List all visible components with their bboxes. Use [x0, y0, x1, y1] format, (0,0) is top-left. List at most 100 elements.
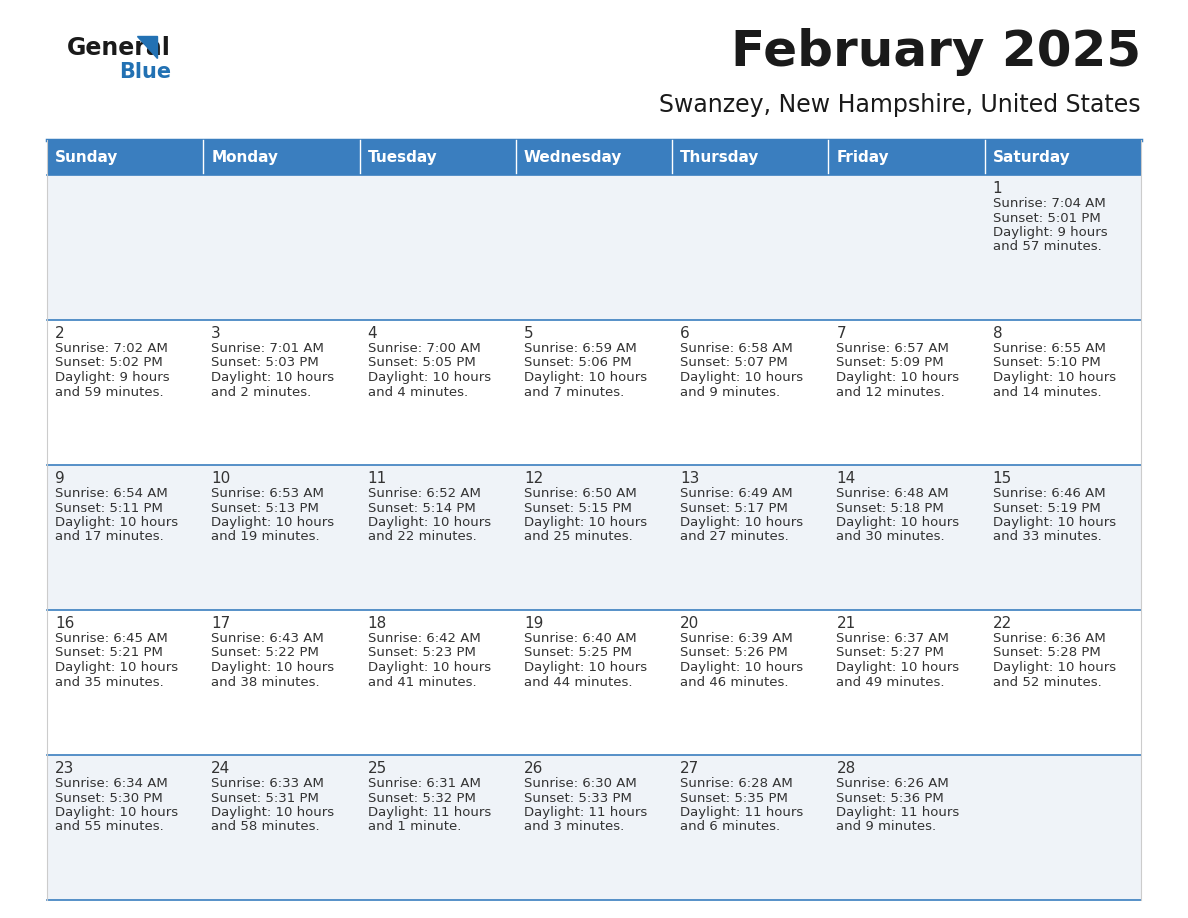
Bar: [828, 140, 985, 175]
Text: and 33 minutes.: and 33 minutes.: [993, 531, 1101, 543]
Text: Daylight: 10 hours: Daylight: 10 hours: [55, 516, 178, 529]
Text: Sunset: 5:15 PM: Sunset: 5:15 PM: [524, 501, 632, 514]
Text: Daylight: 10 hours: Daylight: 10 hours: [367, 371, 491, 384]
Text: Daylight: 10 hours: Daylight: 10 hours: [993, 661, 1116, 674]
Text: and 30 minutes.: and 30 minutes.: [836, 531, 944, 543]
Text: and 38 minutes.: and 38 minutes.: [211, 676, 320, 688]
Text: Sunset: 5:17 PM: Sunset: 5:17 PM: [681, 501, 788, 514]
Text: and 27 minutes.: and 27 minutes.: [681, 531, 789, 543]
Text: and 14 minutes.: and 14 minutes.: [993, 386, 1101, 398]
Text: Sunrise: 6:43 AM: Sunrise: 6:43 AM: [211, 632, 324, 645]
Text: and 55 minutes.: and 55 minutes.: [55, 821, 164, 834]
Text: Daylight: 9 hours: Daylight: 9 hours: [993, 226, 1107, 239]
Text: Sunset: 5:25 PM: Sunset: 5:25 PM: [524, 646, 632, 659]
Text: 15: 15: [993, 471, 1012, 486]
Text: and 35 minutes.: and 35 minutes.: [55, 676, 164, 688]
Text: Daylight: 10 hours: Daylight: 10 hours: [836, 661, 960, 674]
Text: Sunrise: 6:40 AM: Sunrise: 6:40 AM: [524, 632, 637, 645]
Text: Sunset: 5:21 PM: Sunset: 5:21 PM: [55, 646, 163, 659]
Text: Sunset: 5:05 PM: Sunset: 5:05 PM: [367, 356, 475, 370]
Text: Daylight: 10 hours: Daylight: 10 hours: [836, 516, 960, 529]
Text: Daylight: 11 hours: Daylight: 11 hours: [681, 806, 803, 819]
Text: Saturday: Saturday: [993, 150, 1070, 165]
Text: Sunset: 5:02 PM: Sunset: 5:02 PM: [55, 356, 163, 370]
Text: and 9 minutes.: and 9 minutes.: [836, 821, 936, 834]
Text: Daylight: 10 hours: Daylight: 10 hours: [993, 516, 1116, 529]
Text: Daylight: 11 hours: Daylight: 11 hours: [836, 806, 960, 819]
Text: Sunrise: 6:39 AM: Sunrise: 6:39 AM: [681, 632, 792, 645]
Text: Sunset: 5:26 PM: Sunset: 5:26 PM: [681, 646, 788, 659]
Text: Friday: Friday: [836, 150, 889, 165]
Text: Sunrise: 6:53 AM: Sunrise: 6:53 AM: [211, 487, 324, 500]
Text: Sunrise: 7:02 AM: Sunrise: 7:02 AM: [55, 342, 168, 355]
Text: 17: 17: [211, 616, 230, 631]
Text: Sunrise: 6:46 AM: Sunrise: 6:46 AM: [993, 487, 1105, 500]
Bar: [48, 755, 1140, 900]
Text: Sunrise: 6:57 AM: Sunrise: 6:57 AM: [836, 342, 949, 355]
Text: 11: 11: [367, 471, 387, 486]
Text: and 9 minutes.: and 9 minutes.: [681, 386, 781, 398]
Text: Sunrise: 6:42 AM: Sunrise: 6:42 AM: [367, 632, 480, 645]
Text: Sunset: 5:18 PM: Sunset: 5:18 PM: [836, 501, 944, 514]
Text: 9: 9: [55, 471, 65, 486]
Text: Sunrise: 7:00 AM: Sunrise: 7:00 AM: [367, 342, 480, 355]
Text: Sunset: 5:30 PM: Sunset: 5:30 PM: [55, 791, 163, 804]
Text: and 3 minutes.: and 3 minutes.: [524, 821, 624, 834]
Text: Daylight: 10 hours: Daylight: 10 hours: [367, 516, 491, 529]
Text: and 57 minutes.: and 57 minutes.: [993, 241, 1101, 253]
Text: Daylight: 10 hours: Daylight: 10 hours: [55, 661, 178, 674]
Text: and 2 minutes.: and 2 minutes.: [211, 386, 311, 398]
Text: Sunrise: 6:55 AM: Sunrise: 6:55 AM: [993, 342, 1106, 355]
Text: Daylight: 10 hours: Daylight: 10 hours: [681, 371, 803, 384]
Text: Sunset: 5:31 PM: Sunset: 5:31 PM: [211, 791, 320, 804]
Text: 2: 2: [55, 326, 64, 341]
Text: and 49 minutes.: and 49 minutes.: [836, 676, 944, 688]
Text: 6: 6: [681, 326, 690, 341]
Text: and 46 minutes.: and 46 minutes.: [681, 676, 789, 688]
Text: 1: 1: [993, 181, 1003, 196]
Text: and 7 minutes.: and 7 minutes.: [524, 386, 624, 398]
Text: 8: 8: [993, 326, 1003, 341]
Text: Sunrise: 6:34 AM: Sunrise: 6:34 AM: [55, 777, 168, 790]
Text: 7: 7: [836, 326, 846, 341]
Text: Sunset: 5:09 PM: Sunset: 5:09 PM: [836, 356, 944, 370]
Text: Sunrise: 6:26 AM: Sunrise: 6:26 AM: [836, 777, 949, 790]
Bar: [516, 140, 672, 175]
Bar: [203, 140, 360, 175]
Text: Sunrise: 6:59 AM: Sunrise: 6:59 AM: [524, 342, 637, 355]
Text: Sunrise: 7:01 AM: Sunrise: 7:01 AM: [211, 342, 324, 355]
Text: Sunset: 5:19 PM: Sunset: 5:19 PM: [993, 501, 1100, 514]
Bar: [672, 140, 828, 175]
Text: 10: 10: [211, 471, 230, 486]
Bar: [48, 465, 1140, 610]
Text: Sunrise: 7:04 AM: Sunrise: 7:04 AM: [993, 197, 1106, 210]
Text: Sunday: Sunday: [55, 150, 119, 165]
Text: Sunrise: 6:50 AM: Sunrise: 6:50 AM: [524, 487, 637, 500]
Polygon shape: [137, 36, 157, 58]
Text: Sunrise: 6:30 AM: Sunrise: 6:30 AM: [524, 777, 637, 790]
Text: Tuesday: Tuesday: [367, 150, 437, 165]
Text: and 59 minutes.: and 59 minutes.: [55, 386, 164, 398]
Text: 19: 19: [524, 616, 543, 631]
Bar: [985, 140, 1140, 175]
Text: 27: 27: [681, 761, 700, 776]
Text: Sunrise: 6:54 AM: Sunrise: 6:54 AM: [55, 487, 168, 500]
Text: Monday: Monday: [211, 150, 278, 165]
Text: 25: 25: [367, 761, 387, 776]
Text: Daylight: 10 hours: Daylight: 10 hours: [524, 371, 647, 384]
Text: Sunrise: 6:48 AM: Sunrise: 6:48 AM: [836, 487, 949, 500]
Text: 14: 14: [836, 471, 855, 486]
Text: Daylight: 10 hours: Daylight: 10 hours: [55, 806, 178, 819]
Text: and 1 minute.: and 1 minute.: [367, 821, 461, 834]
Text: 24: 24: [211, 761, 230, 776]
Text: Sunset: 5:32 PM: Sunset: 5:32 PM: [367, 791, 475, 804]
Text: and 4 minutes.: and 4 minutes.: [367, 386, 468, 398]
Text: Sunset: 5:22 PM: Sunset: 5:22 PM: [211, 646, 320, 659]
Text: and 22 minutes.: and 22 minutes.: [367, 531, 476, 543]
Text: and 41 minutes.: and 41 minutes.: [367, 676, 476, 688]
Text: Daylight: 10 hours: Daylight: 10 hours: [211, 371, 334, 384]
Text: Sunrise: 6:37 AM: Sunrise: 6:37 AM: [836, 632, 949, 645]
Text: and 58 minutes.: and 58 minutes.: [211, 821, 320, 834]
Text: Sunrise: 6:49 AM: Sunrise: 6:49 AM: [681, 487, 792, 500]
Text: and 12 minutes.: and 12 minutes.: [836, 386, 946, 398]
